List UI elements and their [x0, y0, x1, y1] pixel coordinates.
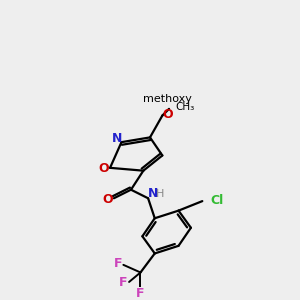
Text: N: N	[112, 132, 122, 145]
Text: O: O	[163, 108, 173, 121]
Text: F: F	[119, 276, 128, 290]
Text: Cl: Cl	[210, 194, 223, 207]
Text: F: F	[136, 287, 145, 300]
Text: H: H	[156, 188, 165, 199]
Text: O: O	[103, 193, 113, 206]
Text: CH₃: CH₃	[176, 102, 195, 112]
Text: methoxy: methoxy	[143, 94, 192, 104]
Text: F: F	[114, 257, 123, 270]
Text: O: O	[98, 162, 109, 175]
Text: N: N	[148, 187, 158, 200]
